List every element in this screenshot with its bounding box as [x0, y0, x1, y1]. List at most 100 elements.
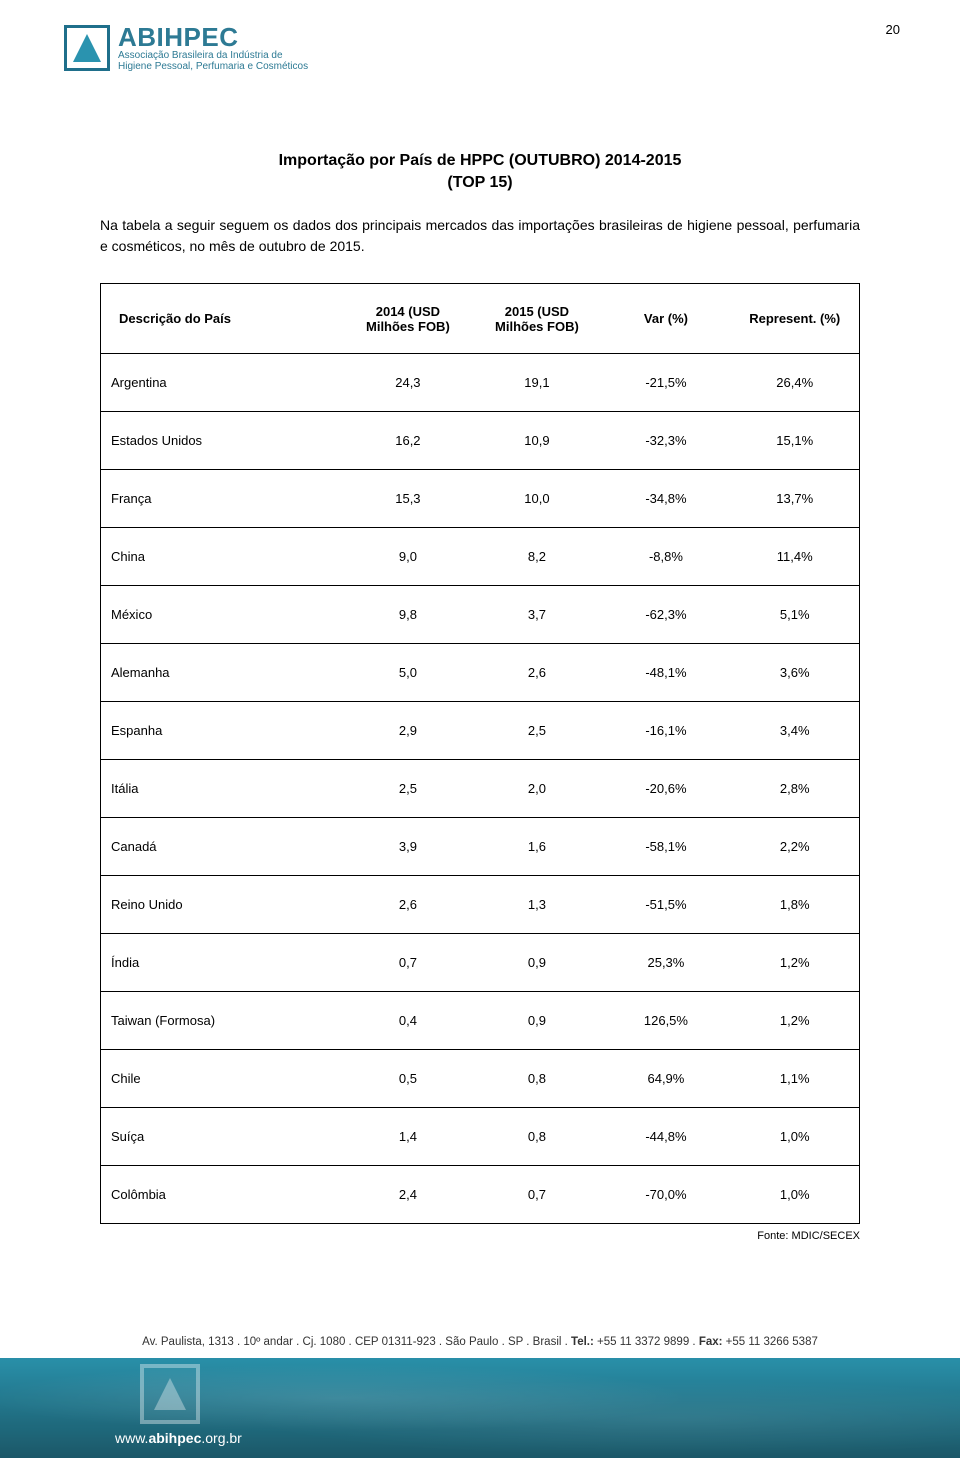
- table-row: Chile0,50,864,9%1,1%: [101, 1050, 860, 1108]
- title-line-1: Importação por País de HPPC (OUTUBRO) 20…: [279, 152, 682, 169]
- cell-country: Estados Unidos: [101, 412, 344, 470]
- col-header-country: Descrição do País: [101, 284, 344, 354]
- title-line-2: (TOP 15): [447, 174, 512, 191]
- cell-value: -20,6%: [601, 760, 730, 818]
- cell-value: 2,8%: [730, 760, 859, 818]
- cell-value: 5,1%: [730, 586, 859, 644]
- cell-value: 0,4: [343, 992, 472, 1050]
- cell-value: 0,9: [472, 934, 601, 992]
- cell-value: 3,9: [343, 818, 472, 876]
- footer-logo-icon: [140, 1364, 200, 1424]
- table-row: Alemanha5,02,6-48,1%3,6%: [101, 644, 860, 702]
- table-row: Espanha2,92,5-16,1%3,4%: [101, 702, 860, 760]
- cell-value: -51,5%: [601, 876, 730, 934]
- cell-value: -44,8%: [601, 1108, 730, 1166]
- cell-value: 3,4%: [730, 702, 859, 760]
- cell-value: 2,4: [343, 1166, 472, 1224]
- cell-value: 0,7: [343, 934, 472, 992]
- cell-value: 25,3%: [601, 934, 730, 992]
- cell-value: 9,8: [343, 586, 472, 644]
- cell-value: 19,1: [472, 354, 601, 412]
- col-header-2014: 2014 (USD Milhões FOB): [343, 284, 472, 354]
- logo-subtitle-2: Higiene Pessoal, Perfumaria e Cosméticos: [118, 62, 308, 73]
- footer-url-prefix: www.: [115, 1430, 148, 1446]
- cell-value: 15,3: [343, 470, 472, 528]
- cell-value: 2,2%: [730, 818, 859, 876]
- table-row: Argentina24,319,1-21,5%26,4%: [101, 354, 860, 412]
- cell-value: 26,4%: [730, 354, 859, 412]
- table-row: China9,08,2-8,8%11,4%: [101, 528, 860, 586]
- cell-value: 1,0%: [730, 1108, 859, 1166]
- cell-value: -16,1%: [601, 702, 730, 760]
- cell-value: 2,6: [343, 876, 472, 934]
- cell-value: -32,3%: [601, 412, 730, 470]
- footer-url-bold: abihpec: [148, 1430, 201, 1446]
- cell-value: 0,9: [472, 992, 601, 1050]
- cell-value: 1,2%: [730, 934, 859, 992]
- logo-text: ABIHPEC Associação Brasileira da Indústr…: [118, 24, 308, 72]
- cell-value: 1,6: [472, 818, 601, 876]
- cell-country: Alemanha: [101, 644, 344, 702]
- cell-value: -70,0%: [601, 1166, 730, 1224]
- page-number: 20: [886, 22, 900, 37]
- table-row: Canadá3,91,6-58,1%2,2%: [101, 818, 860, 876]
- cell-value: 24,3: [343, 354, 472, 412]
- table-row: Índia0,70,925,3%1,2%: [101, 934, 860, 992]
- table-row: México9,83,7-62,3%5,1%: [101, 586, 860, 644]
- cell-value: 2,0: [472, 760, 601, 818]
- cell-value: 64,9%: [601, 1050, 730, 1108]
- cell-value: 3,7: [472, 586, 601, 644]
- cell-value: 1,0%: [730, 1166, 859, 1224]
- cell-value: 15,1%: [730, 412, 859, 470]
- footer-url-suffix: .org.br: [201, 1430, 241, 1446]
- cell-value: 16,2: [343, 412, 472, 470]
- source-note: Fonte: MDIC/SECEX: [100, 1230, 860, 1242]
- cell-value: -58,1%: [601, 818, 730, 876]
- col-header-2015: 2015 (USD Milhões FOB): [472, 284, 601, 354]
- cell-value: -21,5%: [601, 354, 730, 412]
- cell-value: 1,8%: [730, 876, 859, 934]
- cell-value: 1,1%: [730, 1050, 859, 1108]
- cell-value: 5,0: [343, 644, 472, 702]
- footer-url: www.abihpec.org.br: [115, 1430, 242, 1446]
- table-row: Itália2,52,0-20,6%2,8%: [101, 760, 860, 818]
- cell-value: -48,1%: [601, 644, 730, 702]
- cell-value: 2,6: [472, 644, 601, 702]
- cell-country: Taiwan (Formosa): [101, 992, 344, 1050]
- cell-value: -62,3%: [601, 586, 730, 644]
- cell-value: 1,2%: [730, 992, 859, 1050]
- logo-title: ABIHPEC: [118, 24, 308, 51]
- cell-value: 0,8: [472, 1108, 601, 1166]
- table-row: França15,310,0-34,8%13,7%: [101, 470, 860, 528]
- table-header-row: Descrição do País 2014 (USD Milhões FOB)…: [101, 284, 860, 354]
- page-title: Importação por País de HPPC (OUTUBRO) 20…: [100, 150, 860, 193]
- cell-value: 2,5: [343, 760, 472, 818]
- cell-country: Colômbia: [101, 1166, 344, 1224]
- footer-address: Av. Paulista, 1313 . 10º andar . Cj. 108…: [0, 1336, 960, 1348]
- cell-value: 3,6%: [730, 644, 859, 702]
- cell-value: 0,8: [472, 1050, 601, 1108]
- table-row: Reino Unido2,61,3-51,5%1,8%: [101, 876, 860, 934]
- cell-country: Canadá: [101, 818, 344, 876]
- cell-value: 10,9: [472, 412, 601, 470]
- cell-country: Espanha: [101, 702, 344, 760]
- cell-value: 1,4: [343, 1108, 472, 1166]
- cell-value: 8,2: [472, 528, 601, 586]
- cell-country: França: [101, 470, 344, 528]
- import-table: Descrição do País 2014 (USD Milhões FOB)…: [100, 283, 860, 1224]
- cell-value: -34,8%: [601, 470, 730, 528]
- cell-value: 2,5: [472, 702, 601, 760]
- cell-country: Argentina: [101, 354, 344, 412]
- cell-country: Índia: [101, 934, 344, 992]
- table-row: Suíça1,40,8-44,8%1,0%: [101, 1108, 860, 1166]
- table-row: Estados Unidos16,210,9-32,3%15,1%: [101, 412, 860, 470]
- cell-country: Reino Unido: [101, 876, 344, 934]
- cell-value: 2,9: [343, 702, 472, 760]
- intro-paragraph: Na tabela a seguir seguem os dados dos p…: [100, 215, 860, 257]
- cell-value: 0,5: [343, 1050, 472, 1108]
- cell-value: 0,7: [472, 1166, 601, 1224]
- table-row: Taiwan (Formosa)0,40,9126,5%1,2%: [101, 992, 860, 1050]
- cell-country: China: [101, 528, 344, 586]
- cell-country: Suíça: [101, 1108, 344, 1166]
- cell-value: 11,4%: [730, 528, 859, 586]
